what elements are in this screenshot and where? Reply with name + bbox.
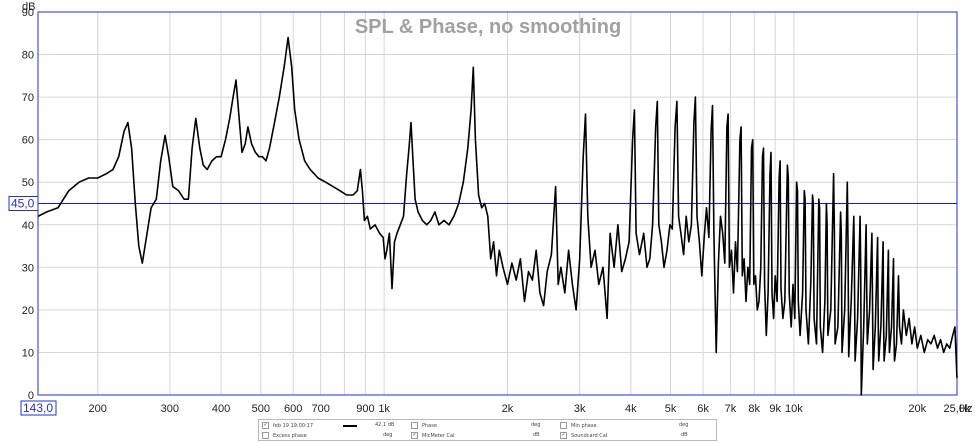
legend-item-excess-phase[interactable]: Excess phase bbox=[262, 432, 307, 440]
y-axis-label: dB bbox=[22, 1, 35, 13]
legend-line-swatch bbox=[343, 425, 357, 427]
x-tick-label: 900 bbox=[356, 403, 374, 415]
legend-item-measurement[interactable]: ✓ feb 19 19:00:17 bbox=[262, 422, 313, 430]
x-tick-label: 25,0k bbox=[944, 403, 971, 415]
x-tick-label: 700 bbox=[311, 403, 329, 415]
legend-item-soundcard-cal[interactable]: ✓ Soundcard Cal bbox=[560, 432, 607, 440]
x-axis: 200 300 400 500 600 700 900 1k 2k 3k 4k 5k 6k 7k 8k 9k 1… bbox=[89, 403, 971, 415]
x-tick-label: 20k bbox=[908, 403, 926, 415]
legend-excess-phase-unit: deg bbox=[383, 432, 393, 438]
x-tick-label: 7k bbox=[725, 403, 737, 415]
chart-title: SPL & Phase, no smoothing bbox=[355, 16, 621, 38]
legend-micmeter-cal-label: MicMeter Cal bbox=[422, 433, 455, 439]
legend-soundcard-cal-unit: dB bbox=[681, 432, 688, 438]
cursor-level-box[interactable]: 45,0 bbox=[8, 196, 39, 211]
legend-panel: ✓ feb 19 19:00:17 42,1 dB Phase deg Min p… bbox=[258, 419, 717, 441]
x-tick-label: 3k bbox=[574, 403, 586, 415]
checkbox[interactable]: ✓ bbox=[411, 432, 418, 439]
legend-item-min-phase[interactable]: Min phase bbox=[560, 422, 597, 430]
x-axis-unit: Hz bbox=[959, 403, 972, 415]
x-tick-label: 500 bbox=[252, 403, 270, 415]
x-tick-label: 200 bbox=[89, 403, 107, 415]
legend-item-phase[interactable]: Phase bbox=[411, 422, 437, 430]
checkbox[interactable]: ✓ bbox=[262, 422, 269, 429]
legend-phase-unit: deg bbox=[531, 422, 541, 428]
legend-excess-phase-label: Excess phase bbox=[273, 433, 307, 439]
y-tick-label: 90 bbox=[22, 7, 34, 19]
x-min-box[interactable]: 143,0 bbox=[20, 400, 57, 416]
y-tick-label: 10 bbox=[22, 347, 34, 359]
x-tick-label: 1k bbox=[378, 403, 390, 415]
y-tick-label: 40 bbox=[22, 220, 34, 232]
checkbox[interactable]: ✓ bbox=[560, 432, 567, 439]
x-tick-label: 2k bbox=[502, 403, 514, 415]
x-tick-label: 9k bbox=[769, 403, 781, 415]
x-tick-label: 5k bbox=[665, 403, 677, 415]
legend-min-phase-label: Min phase bbox=[571, 423, 597, 429]
legend-cursor-value: 42,1 dB bbox=[375, 422, 395, 428]
checkbox[interactable] bbox=[560, 422, 567, 429]
x-tick-label: 600 bbox=[284, 403, 302, 415]
x-tick-label: 400 bbox=[212, 403, 230, 415]
legend-phase-label: Phase bbox=[422, 423, 437, 429]
legend-micmeter-cal-unit: dB bbox=[533, 432, 540, 438]
x-tick-label: 4k bbox=[625, 403, 637, 415]
y-tick-label: 30 bbox=[22, 262, 34, 274]
x-tick-label: 8k bbox=[748, 403, 760, 415]
y-tick-label: 80 bbox=[22, 50, 34, 62]
x-tick-label: 300 bbox=[161, 403, 179, 415]
y-axis: 0 10 20 30 40 50 60 70 80 90 bbox=[22, 7, 34, 402]
y-tick-label: 20 bbox=[22, 305, 34, 317]
checkbox[interactable] bbox=[411, 422, 418, 429]
cursor-level-value: 45,0 bbox=[11, 197, 35, 211]
x-tick-label: 10k bbox=[785, 403, 803, 415]
y-tick-label: 60 bbox=[22, 135, 34, 147]
legend-measurement-label: feb 19 19:00:17 bbox=[273, 423, 314, 429]
legend-soundcard-cal-label: Soundcard Cal bbox=[571, 433, 608, 439]
y-tick-label: 50 bbox=[22, 177, 34, 189]
x-min-value: 143,0 bbox=[23, 401, 53, 415]
y-tick-label: 0 bbox=[28, 390, 34, 402]
y-tick-label: 70 bbox=[22, 92, 34, 104]
legend-min-phase-unit: deg bbox=[679, 422, 689, 428]
checkbox[interactable] bbox=[262, 432, 269, 439]
spl-series-line bbox=[37, 36, 958, 396]
legend-item-micmeter-cal[interactable]: ✓ MicMeter Cal bbox=[411, 432, 454, 440]
x-tick-label: 6k bbox=[697, 403, 709, 415]
